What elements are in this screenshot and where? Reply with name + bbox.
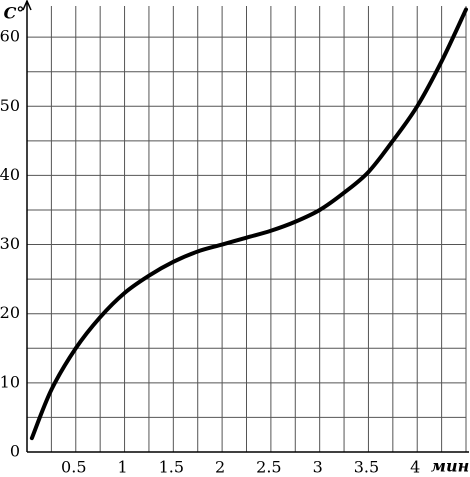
x-axis-label: мин: [431, 457, 470, 476]
line: [29, 7, 468, 441]
x-tick-label: 2: [215, 458, 225, 477]
x-tick-label: 3.5: [354, 458, 379, 477]
y-axis-arrow: [22, 0, 32, 11]
x-tick-label: 1.5: [159, 458, 184, 477]
x-tick-label: 1: [117, 458, 127, 477]
x-tick-label: 3: [313, 458, 323, 477]
y-tick-label: 30: [0, 234, 20, 253]
x-tick-label: 0.5: [61, 458, 86, 477]
y-tick-label: 40: [0, 165, 20, 184]
y-tick-label: 60: [0, 27, 20, 46]
y-tick-label: 0: [10, 442, 20, 461]
y-tick-label: 20: [0, 303, 20, 322]
y-axis-label: C°: [4, 4, 25, 23]
x-tick-label: 2.5: [256, 458, 281, 477]
y-tick-label: 50: [0, 96, 20, 115]
y-tick-label: 10: [0, 372, 20, 391]
x-tick-label: 4: [410, 458, 420, 477]
